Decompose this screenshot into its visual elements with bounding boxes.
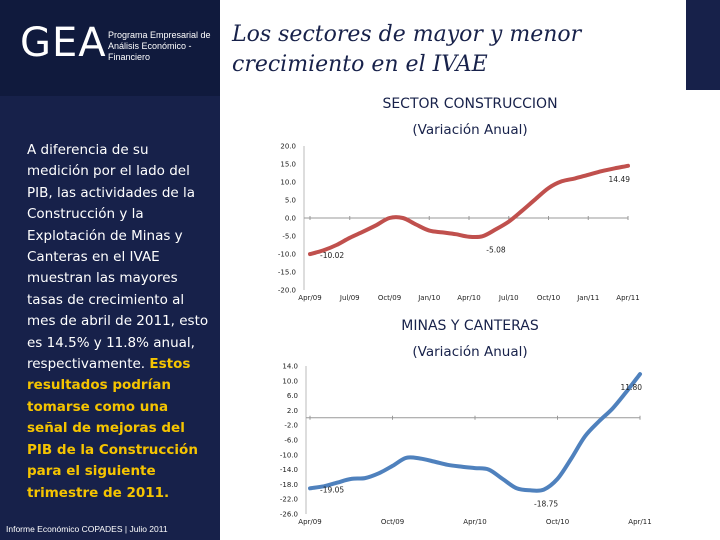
gea-logo: GEA [20, 20, 107, 66]
mining-y-tick: -2.0 [284, 422, 298, 430]
construction-y-tick: 0.0 [285, 215, 296, 223]
mining-series-line [308, 372, 642, 493]
summary-text-highlight: Estos resultados podrían tomarse como un… [27, 356, 198, 501]
mining-data-label: 11.80 [621, 383, 643, 392]
construction-y-tick: -15.0 [278, 269, 296, 277]
construction-y-tick: 20.0 [280, 143, 296, 151]
mining-y-tick: -6.0 [284, 437, 298, 445]
construction-data-label: 14.49 [609, 175, 631, 184]
construction-chart: 20.015.010.05.00.0-5.0-10.0-15.0-20.0Apr… [278, 143, 640, 303]
construction-y-tick: -10.0 [278, 251, 296, 259]
construction-x-tick: Jul/10 [498, 294, 519, 302]
mining-y-tick: -14.0 [280, 466, 298, 474]
footer: Informe Económico COPADES | Julio 2011 [6, 524, 168, 534]
construction-y-tick: 5.0 [285, 197, 296, 205]
sidebar: GEA Programa Empresarial de Análisis Eco… [0, 0, 220, 540]
construction-x-tick: Oct/10 [537, 294, 560, 302]
construction-chart-subtitle: (Variación Anual) [412, 122, 528, 138]
mining-y-tick: 2.0 [287, 407, 298, 415]
mining-x-tick: Apr/10 [463, 518, 486, 526]
mining-chart-title: MINAS Y CANTERAS [401, 318, 539, 334]
construction-data-label: -10.02 [320, 251, 344, 260]
mining-y-tick: -10.0 [280, 451, 298, 459]
construction-chart-title: SECTOR CONSTRUCCION [382, 96, 558, 112]
construction-x-tick: Apr/10 [457, 294, 480, 302]
construction-x-tick: Apr/09 [298, 294, 321, 302]
mining-chart-subtitle: (Variación Anual) [412, 344, 528, 360]
construction-x-tick: Apr/11 [616, 294, 639, 302]
mining-x-tick: Oct/10 [546, 518, 569, 526]
mining-data-label: -18.75 [534, 499, 558, 508]
construction-series-line [308, 163, 630, 257]
program-name: Programa Empresarial de Análisis Económi… [108, 30, 211, 62]
mining-y-tick: 6.0 [287, 392, 298, 400]
construction-x-tick: Oct/09 [378, 294, 401, 302]
construction-x-tick: Jul/09 [339, 294, 360, 302]
mining-x-tick: Apr/09 [298, 518, 321, 526]
mining-y-tick: -26.0 [280, 511, 298, 519]
construction-y-tick: -20.0 [278, 287, 296, 295]
construction-data-label: -5.08 [486, 245, 506, 254]
mining-y-tick: 10.0 [282, 377, 298, 385]
mining-x-tick: Apr/11 [628, 518, 651, 526]
mining-data-label: -19.05 [320, 485, 344, 494]
mining-y-tick: 14.0 [282, 363, 298, 371]
mining-x-tick: Oct/09 [381, 518, 404, 526]
sidebar-header [0, 0, 220, 96]
mining-y-tick: -22.0 [280, 496, 298, 504]
mining-y-tick: -18.0 [280, 481, 298, 489]
summary-text-plain: A diferencia de su medición por el lado … [27, 142, 209, 373]
mining-chart: 14.0 10.0 6.0 2.0 -2.0 -6.0 -10.0 -14.0 -18.0 -22… [280, 363, 652, 527]
construction-y-tick: 10.0 [280, 179, 296, 187]
page-title: Los sectores de mayor y menor crecimient… [232, 22, 582, 77]
construction-x-tick: Jan/11 [576, 294, 599, 302]
summary-text: A diferencia de su medición por el lado … [27, 140, 212, 504]
construction-y-tick: -5.0 [282, 233, 296, 241]
construction-x-tick: Jan/10 [417, 294, 440, 302]
corner-decoration [686, 0, 720, 90]
construction-y-tick: 15.0 [280, 161, 296, 169]
